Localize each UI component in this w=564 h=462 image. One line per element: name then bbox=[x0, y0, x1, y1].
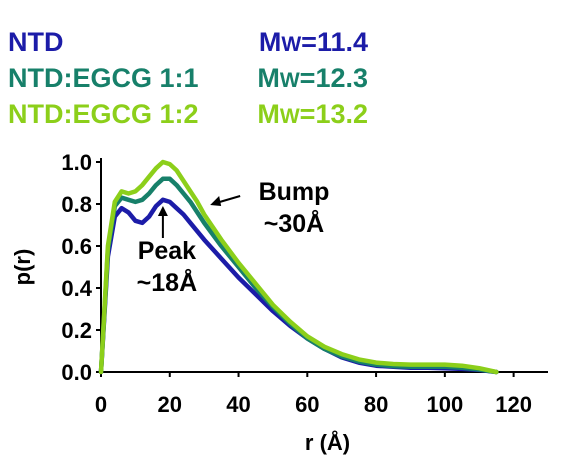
legend-name: NTD:EGCG 1:2 bbox=[8, 99, 199, 129]
legend-name: NTD:EGCG 1:1 bbox=[8, 63, 199, 93]
legend: NTD MW=11.4 NTD:EGCG 1:1 MW=12.3 NTD:EGC… bbox=[8, 24, 368, 132]
y-tick-label: 0.8 bbox=[61, 192, 92, 217]
mw-value: =11.4 bbox=[301, 27, 368, 57]
bump-annotation-label: ~30Å bbox=[264, 209, 324, 238]
mw-prefix: M bbox=[258, 27, 282, 57]
peak-arrow-head bbox=[157, 206, 168, 216]
mw-subscript: W bbox=[281, 33, 302, 56]
y-axis-label: p(r) bbox=[10, 249, 35, 286]
legend-mw: MW=12.3 bbox=[257, 60, 368, 99]
legend-mw: MW=11.4 bbox=[259, 24, 368, 63]
mw-prefix: M bbox=[257, 63, 280, 93]
bump-arrow-head bbox=[210, 196, 222, 206]
x-tick-label: 40 bbox=[226, 392, 250, 417]
legend-mw: MW=13.2 bbox=[257, 96, 368, 135]
y-tick-label: 0.0 bbox=[61, 360, 92, 385]
mw-prefix: M bbox=[257, 99, 280, 129]
x-tick-label: 0 bbox=[95, 392, 107, 417]
x-tick-label: 20 bbox=[158, 392, 182, 417]
mw-subscript: W bbox=[279, 105, 300, 128]
peak-annotation-label: ~18Å bbox=[137, 268, 197, 297]
mw-subscript: W bbox=[279, 69, 300, 92]
series-line-2 bbox=[98, 159, 499, 375]
legend-row-ntd: NTD MW=11.4 bbox=[8, 24, 368, 60]
x-tick-label: 120 bbox=[495, 392, 532, 417]
y-tick-label: 0.4 bbox=[61, 276, 92, 301]
mw-value: =13.2 bbox=[299, 99, 368, 129]
legend-name: NTD bbox=[8, 27, 64, 57]
x-axis-label: r (Å) bbox=[305, 429, 350, 455]
legend-row-egcg-1-1: NTD:EGCG 1:1 MW=12.3 bbox=[8, 60, 368, 96]
legend-row-egcg-1-2: NTD:EGCG 1:2 MW=13.2 bbox=[8, 96, 368, 132]
y-tick-label: 1.0 bbox=[61, 150, 92, 175]
y-tick-label: 0.2 bbox=[61, 318, 92, 343]
y-tick-label: 0.6 bbox=[61, 234, 92, 259]
mw-value: =12.3 bbox=[299, 63, 368, 93]
bump-annotation-label: Bump bbox=[259, 178, 330, 206]
peak-annotation-label: Peak bbox=[138, 237, 196, 265]
x-tick-label: 100 bbox=[426, 392, 463, 417]
x-tick-label: 60 bbox=[295, 392, 319, 417]
x-tick-label: 80 bbox=[364, 392, 388, 417]
